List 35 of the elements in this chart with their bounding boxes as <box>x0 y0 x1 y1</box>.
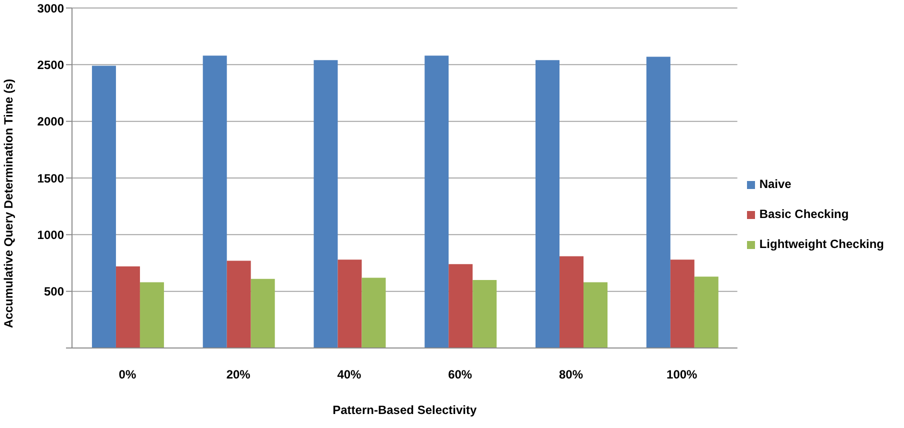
bar <box>694 276 718 348</box>
y-tick-label: 2500 <box>37 58 64 72</box>
x-tick-label: 80% <box>558 368 584 382</box>
x-tick-label: 40% <box>337 368 362 382</box>
legend-label: Naive <box>759 177 792 191</box>
x-tick-label: 60% <box>448 368 472 382</box>
bar <box>424 56 449 348</box>
bar <box>92 66 116 348</box>
y-tick-label: 3000 <box>37 1 64 16</box>
bar <box>116 266 140 348</box>
x-tick-label: 0% <box>118 368 136 382</box>
bar <box>338 260 362 348</box>
bar <box>250 278 275 348</box>
bar <box>140 282 164 348</box>
bar <box>536 60 560 348</box>
y-tick-label: 500 <box>44 284 64 299</box>
bar <box>448 264 473 348</box>
legend-label: Lightweight Checking <box>759 237 884 251</box>
bar <box>314 60 338 348</box>
bar <box>646 56 670 348</box>
bar <box>584 282 608 348</box>
x-tick-label: 100% <box>666 368 698 382</box>
bar <box>226 260 251 348</box>
bar <box>362 278 386 348</box>
legend-label: Basic Checking <box>759 207 849 221</box>
y-axis-title: Accumulative Query Determination Time (s) <box>1 78 16 328</box>
y-tick-label: 1500 <box>37 171 64 186</box>
bar <box>560 256 584 348</box>
y-tick-label: 2000 <box>37 114 64 129</box>
y-tick-label: 1000 <box>37 228 64 242</box>
bar <box>472 280 497 348</box>
bar <box>670 260 694 348</box>
x-axis-title: Pattern-Based Selectivity <box>332 403 478 417</box>
x-tick-label: 20% <box>226 368 251 382</box>
bar <box>202 56 227 348</box>
